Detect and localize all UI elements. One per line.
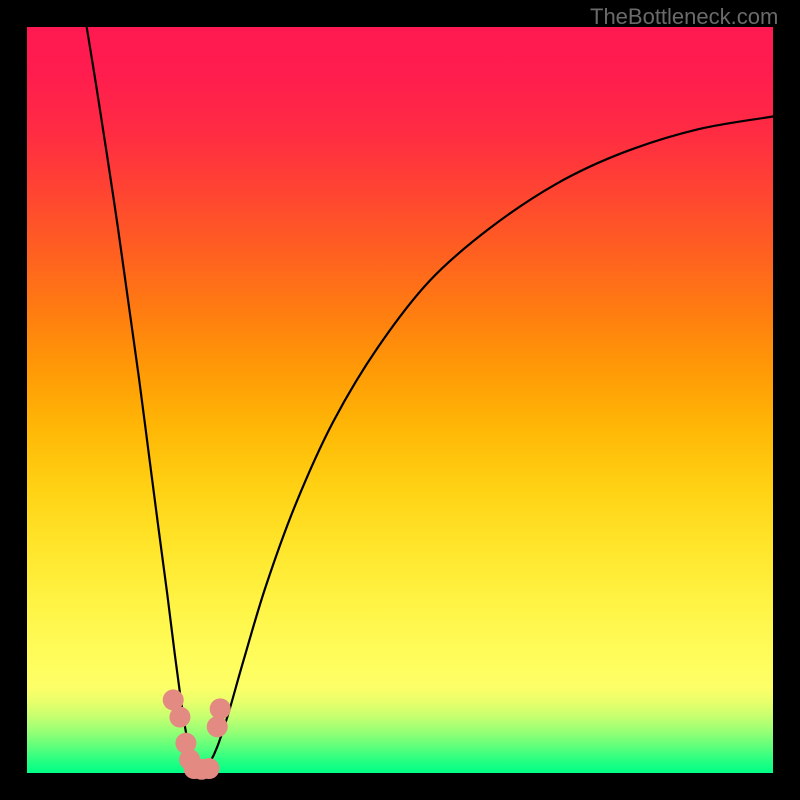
marker-point xyxy=(169,707,190,728)
marker-point xyxy=(207,716,228,737)
curve-left_branch xyxy=(87,27,200,769)
chart-overlay xyxy=(0,0,800,800)
marker-point xyxy=(199,758,220,779)
curve-right_branch xyxy=(205,117,773,770)
marker-point xyxy=(210,698,231,719)
